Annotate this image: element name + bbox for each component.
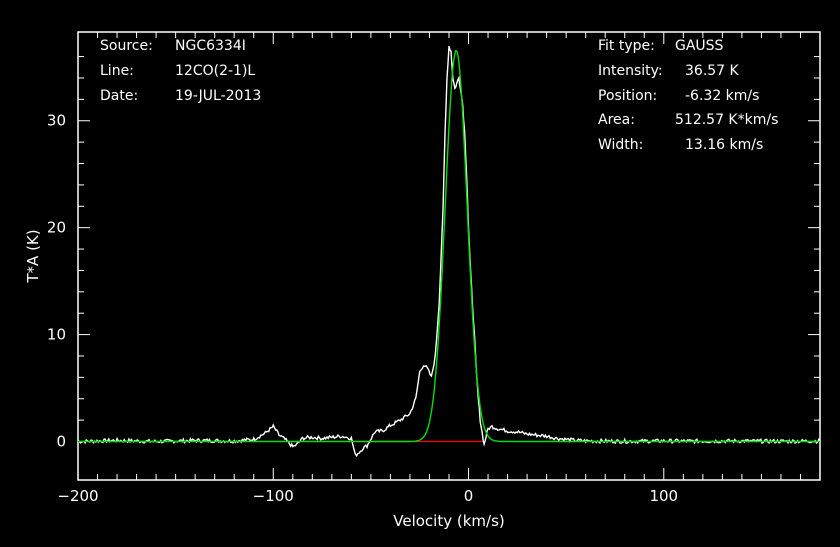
- x-tick-label: −100: [253, 487, 294, 505]
- fit-info: Fit type: GAUSS Intensity: 36.57 K Posit…: [598, 38, 778, 153]
- area-value: 512.57 K*km/s: [675, 112, 778, 128]
- y-axis-label-text: T*A (K): [24, 229, 42, 283]
- y-tick-label: 20: [47, 219, 66, 237]
- width-value: 13.16 km/s: [685, 137, 763, 153]
- line-label: Line:: [100, 63, 134, 79]
- source-label: Source:: [100, 38, 153, 54]
- line-value: 12CO(2-1)L: [175, 63, 255, 79]
- axis-tick-labels: −200 −100 0 100 0 10 20 30: [47, 112, 678, 505]
- y-tick-label: 0: [56, 433, 66, 451]
- position-value: -6.32 km/s: [685, 88, 759, 104]
- width-label: Width:: [598, 137, 643, 153]
- y-tick-label: 30: [47, 112, 66, 130]
- date-label: Date:: [100, 88, 138, 104]
- fit-type-label: Fit type:: [598, 38, 655, 54]
- source-value: NGC6334I: [175, 38, 246, 54]
- x-axis-label: Velocity (km/s): [393, 512, 504, 530]
- y-axis-label: T*A (K): [24, 229, 42, 283]
- fit-type-value: GAUSS: [675, 38, 724, 54]
- x-tick-label: 0: [464, 487, 474, 505]
- position-label: Position:: [598, 88, 657, 104]
- intensity-label: Intensity:: [598, 63, 663, 79]
- svg-text:T*A (K): T*A (K): [24, 229, 42, 283]
- axis-ticks: [77, 32, 821, 480]
- gauss-fit-line: [78, 49, 820, 443]
- x-tick-label: 100: [649, 487, 678, 505]
- x-tick-label: −200: [57, 487, 98, 505]
- source-info: Source: NGC6334I Line: 12CO(2-1)L Date: …: [100, 38, 261, 104]
- area-label: Area:: [598, 112, 635, 128]
- date-value: 19-JUL-2013: [175, 88, 261, 104]
- intensity-value: 36.57 K: [685, 63, 740, 79]
- y-tick-label: 10: [47, 326, 66, 344]
